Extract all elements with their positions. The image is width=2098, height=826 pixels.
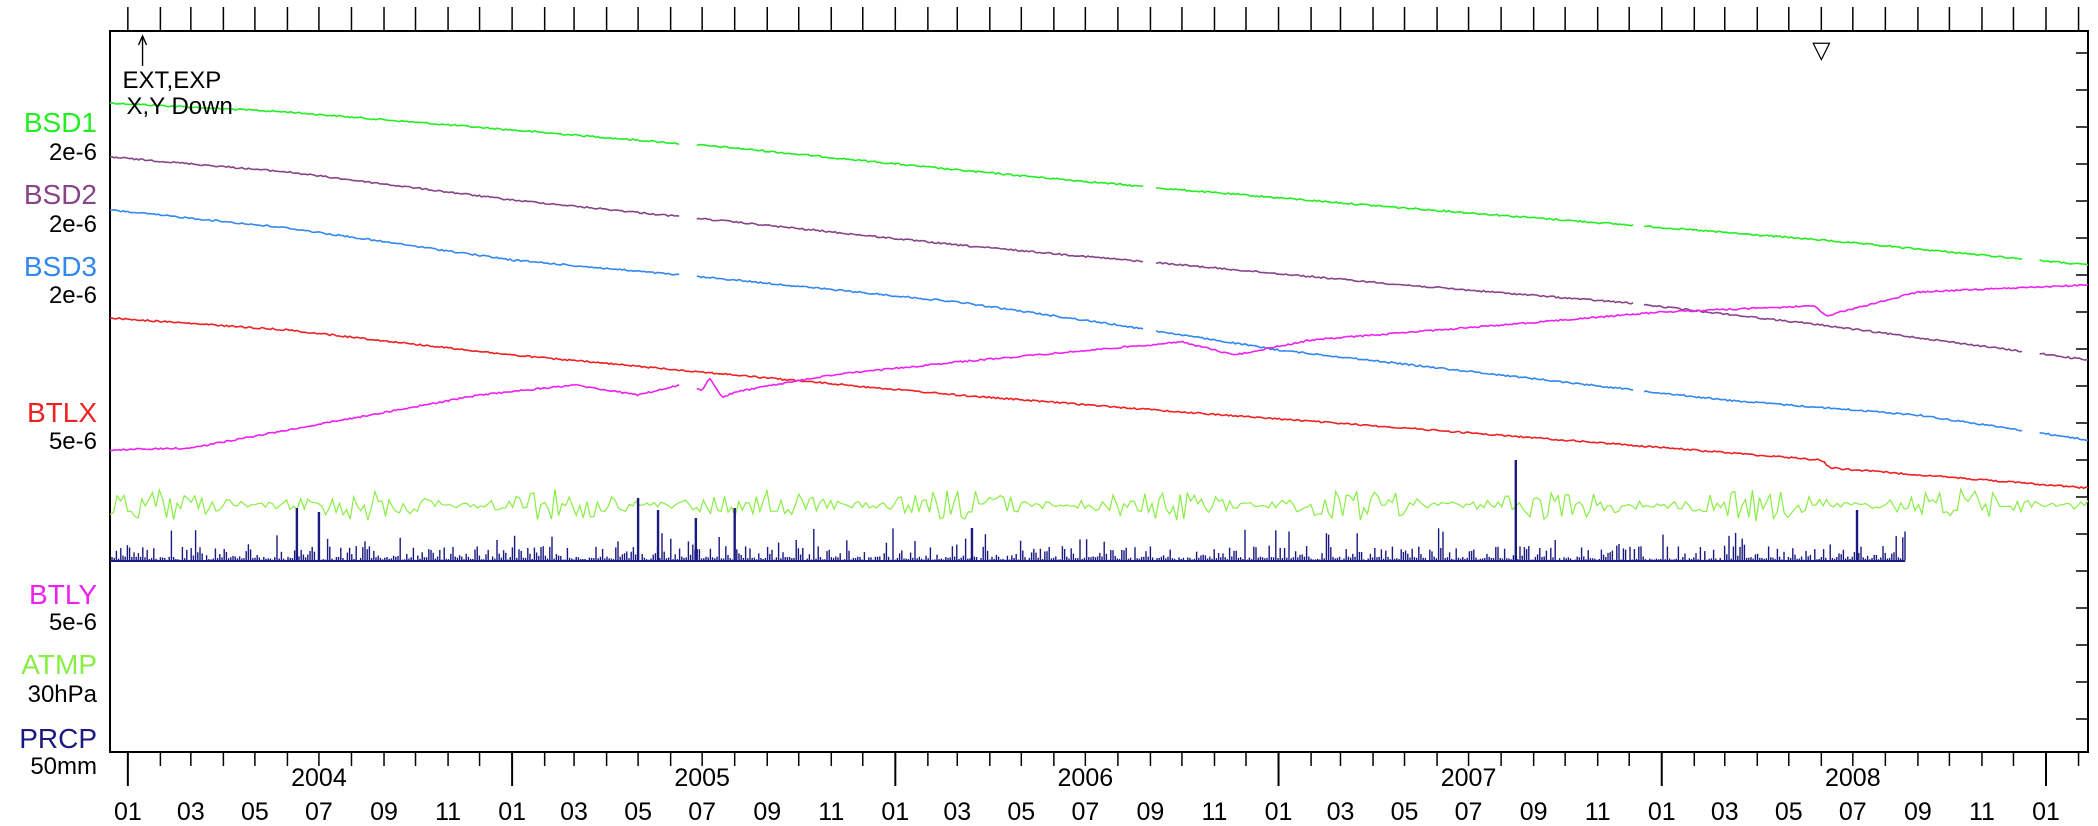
legend-scale-bsd1: 2e-6	[49, 139, 97, 166]
series-btlx	[109, 316, 2089, 490]
month-label: 11	[1202, 798, 1228, 826]
series-bsd1	[109, 101, 2089, 266]
plot-border	[109, 30, 2089, 753]
legend-scale-bsd2: 2e-6	[49, 211, 97, 238]
month-label: 09	[1904, 798, 1932, 826]
month-label: 09	[1520, 798, 1548, 826]
legend-scale-prcp: 50mm	[30, 753, 97, 780]
month-label: 01	[1648, 798, 1676, 826]
month-label: 11	[435, 798, 461, 826]
year-label: 2008	[1825, 764, 1881, 792]
month-label: 01	[498, 798, 526, 826]
year-label: 2006	[1058, 764, 1114, 792]
series-atmp	[109, 487, 2089, 522]
legend-scale-btly: 5e-6	[49, 609, 97, 636]
series-line	[110, 156, 2089, 361]
legend-name-bsd3: BSD3	[24, 251, 97, 282]
month-label: 03	[1327, 798, 1355, 826]
month-label: 11	[818, 798, 844, 826]
month-label: 01	[1265, 798, 1293, 826]
legend-scale-btlx: 5e-6	[49, 428, 97, 455]
legend-name-bsd2: BSD2	[24, 179, 97, 210]
month-label: 05	[624, 798, 652, 826]
series-line	[109, 101, 2089, 266]
month-label: 09	[753, 798, 781, 826]
series-line	[110, 283, 2089, 452]
month-label: 05	[241, 798, 269, 826]
series-btly	[110, 283, 2089, 452]
month-label: 03	[177, 798, 205, 826]
month-label: 11	[1585, 798, 1611, 826]
series-line	[109, 316, 2089, 490]
month-label: 03	[1711, 798, 1739, 826]
series-line	[109, 487, 2089, 522]
month-label: 09	[1137, 798, 1165, 826]
year-label: 2004	[291, 764, 347, 792]
x-axis-layer: 2004 2005 2006 2007 2008 01 03 05 07 09 11 01 03 05 07…	[114, 764, 2060, 826]
annotation-arrow-head	[137, 34, 148, 46]
annotation-line2: X,Y Down	[127, 93, 233, 120]
year-label: 2005	[674, 764, 730, 792]
series-line	[110, 208, 2089, 442]
series-layer	[109, 101, 2089, 562]
legend-scale-bsd3: 2e-6	[49, 282, 97, 309]
legend-layer: BSD12e-6BSD22e-6BSD32e-6BTLX5e-6BTLY5e-6…	[19, 107, 97, 780]
month-label: 09	[370, 798, 398, 826]
month-label: 07	[1839, 798, 1867, 826]
month-label: 05	[1391, 798, 1419, 826]
month-label: 01	[2032, 798, 2060, 826]
month-label: 01	[881, 798, 909, 826]
legend-name-atmp: ATMP	[21, 649, 97, 680]
month-label: 07	[688, 798, 716, 826]
series-prcp	[110, 460, 1906, 562]
month-label: 07	[1455, 798, 1483, 826]
month-label: 03	[560, 798, 588, 826]
annotation-line1: EXT,EXP	[123, 67, 222, 94]
month-label: 05	[1007, 798, 1035, 826]
month-label: 11	[1969, 798, 1995, 826]
month-label: 03	[943, 798, 971, 826]
series-bsd3	[110, 208, 2089, 442]
legend-name-prcp: PRCP	[19, 723, 97, 754]
legend-name-btlx: BTLX	[27, 397, 97, 428]
legend-name-btly: BTLY	[29, 579, 97, 610]
month-label: 05	[1775, 798, 1803, 826]
legend-scale-atmp: 30hPa	[28, 681, 98, 708]
month-label: 01	[114, 798, 142, 826]
legend-name-bsd1: BSD1	[24, 107, 97, 138]
series-bsd2	[110, 156, 2089, 361]
month-label: 07	[1071, 798, 1099, 826]
plot-frame-layer	[109, 7, 2089, 786]
year-label: 2007	[1441, 764, 1497, 792]
event-marker: ▽	[1812, 37, 1831, 64]
month-label: 07	[305, 798, 333, 826]
